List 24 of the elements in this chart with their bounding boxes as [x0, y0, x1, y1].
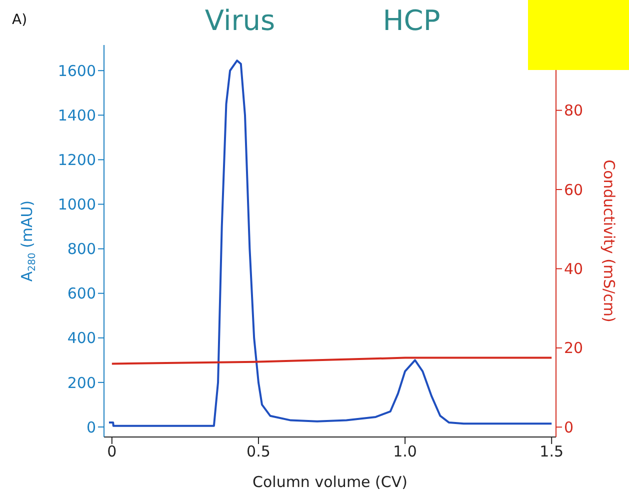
y-tick-label: 1400: [58, 106, 96, 124]
y-tick-label: 1600: [58, 62, 96, 80]
y-tick-label: 400: [67, 329, 96, 348]
x-tick-label: 1.0: [393, 442, 417, 461]
y2-axis-title: Conductivity (mS/cm): [600, 160, 618, 322]
y2-tick-label: 80: [564, 102, 584, 120]
y-tick-label: 1200: [58, 151, 96, 170]
text: A): [12, 12, 28, 28]
y2-tick-label: 60: [564, 180, 584, 199]
text: Virus: [204, 4, 276, 37]
y-tick-label: 1000: [58, 196, 96, 214]
x-tick-label: 0: [107, 442, 117, 461]
y2-tick-label: 40: [564, 260, 584, 278]
x-axis-title: Column volume (CV): [252, 473, 408, 491]
line-series: [108, 60, 553, 427]
x-tick-label: 0.5: [246, 442, 270, 461]
x-tick-label: 1.5: [540, 442, 564, 461]
y-tick-label: 600: [67, 284, 96, 303]
y2-tick-label: 0: [564, 418, 574, 436]
y-tick-label: 0: [86, 418, 96, 436]
text: HCP: [382, 4, 440, 37]
y-tick-label: 800: [67, 240, 96, 258]
y2-tick-label: 20: [564, 339, 584, 358]
y-tick-label: 200: [67, 374, 96, 392]
